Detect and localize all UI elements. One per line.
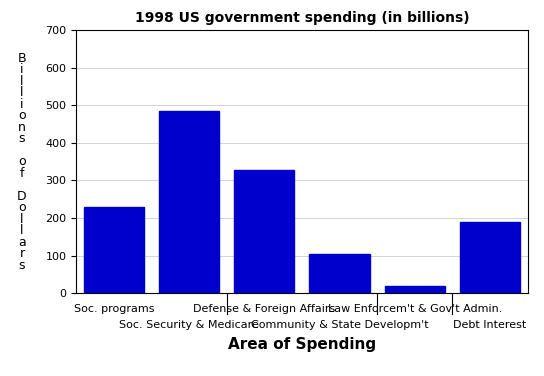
Text: Community & State Developm't: Community & State Developm't <box>251 320 428 330</box>
Text: Debt Interest: Debt Interest <box>454 320 527 330</box>
Bar <box>159 111 219 293</box>
Text: Defense & Foreign Affairs: Defense & Foreign Affairs <box>193 304 336 314</box>
Text: Soc. Security & Medicare: Soc. Security & Medicare <box>119 320 259 330</box>
Text: Soc. programs: Soc. programs <box>73 304 154 314</box>
Bar <box>385 286 445 293</box>
Text: B
i
l
l
i
o
n
s

o
f

D
o
l
l
a
r
s: B i l l i o n s o f D o l l a r s <box>17 52 27 272</box>
Text: Law Enforcem't & Gov't Admin.: Law Enforcem't & Gov't Admin. <box>327 304 502 314</box>
X-axis label: Area of Spending: Area of Spending <box>228 337 376 352</box>
Title: 1998 US government spending (in billions): 1998 US government spending (in billions… <box>134 11 469 25</box>
Bar <box>310 254 369 293</box>
Bar <box>460 222 520 293</box>
Bar <box>234 170 294 293</box>
Bar <box>84 207 144 293</box>
